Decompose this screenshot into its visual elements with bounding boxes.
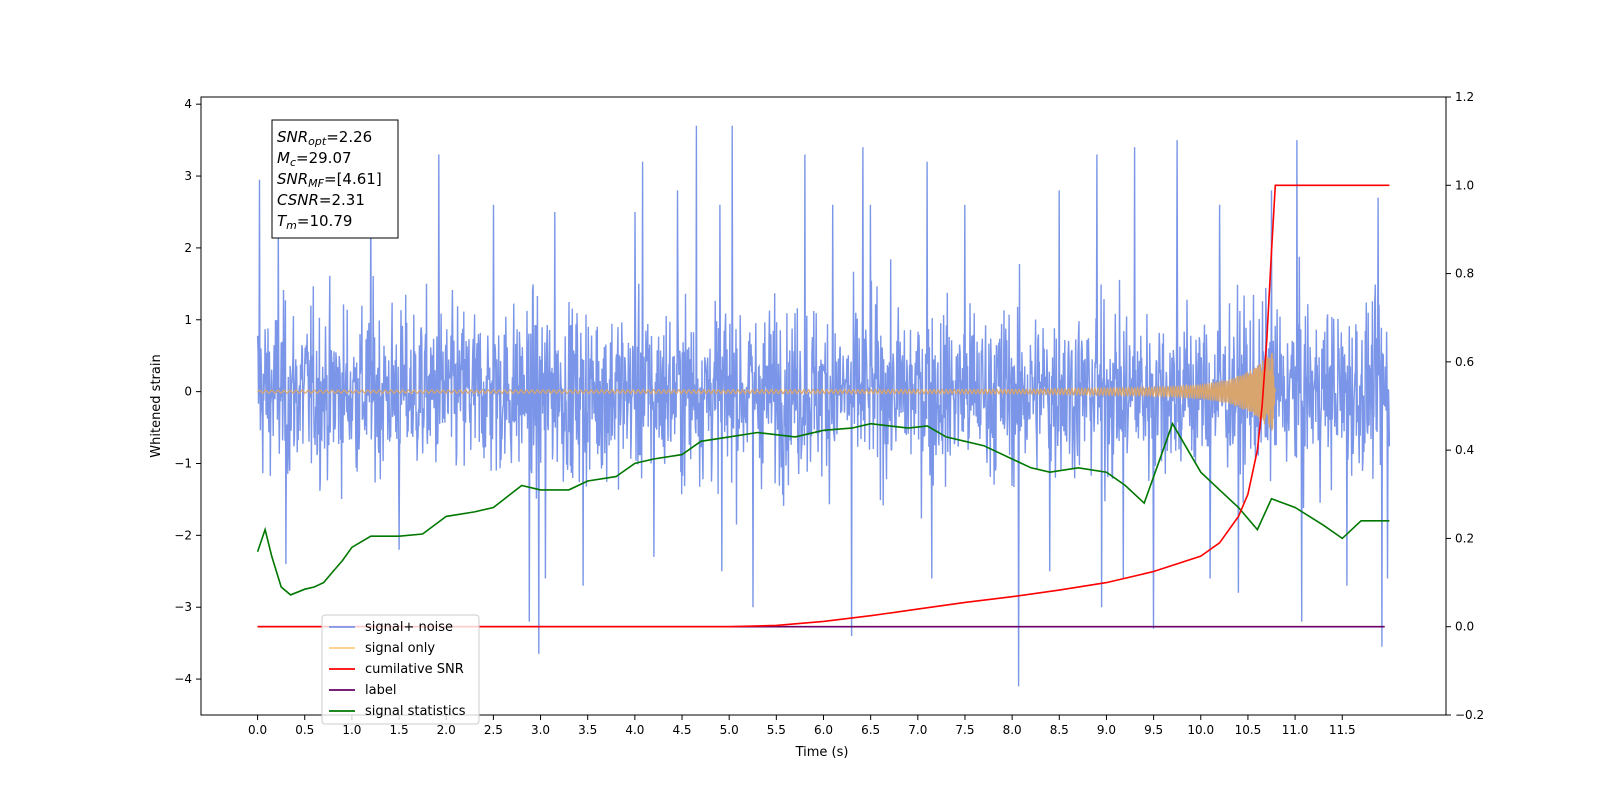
x-tick-label: 11.5	[1329, 723, 1356, 737]
x-tick-label: 1.5	[390, 723, 409, 737]
annotation-line: Mc=29.07	[277, 149, 352, 169]
annotation-symbol: T	[277, 212, 288, 230]
y2-tick-label: 0.0	[1455, 620, 1474, 634]
annotation-subscript: c	[290, 156, 296, 169]
legend-label: signal statistics	[365, 704, 466, 719]
y-axis-left: 4 3 2 1 0 −1 −2 −3 −4	[174, 97, 201, 686]
y-tick-label: 4	[184, 97, 192, 111]
x-axis: 0.0 0.5 1.0 1.5 2.0 2.5 3.0 3.5 4.0 4.5 5.0 5.5 6.0 6…	[248, 715, 1356, 737]
y2-tick-label: −0.2	[1455, 708, 1484, 722]
annotation-line: Tm=10.79	[277, 212, 352, 232]
y-axis-label: Whitened strain	[149, 354, 164, 457]
series-signal-only-line	[257, 352, 1276, 431]
y2-tick-label: 1.0	[1455, 178, 1474, 192]
x-tick-label: 10.0	[1187, 723, 1214, 737]
y2-tick-label: 1.2	[1455, 90, 1474, 104]
x-tick-label: 6.5	[861, 723, 880, 737]
y-tick-label: −3	[174, 600, 192, 614]
x-tick-label: 3.0	[531, 723, 550, 737]
series-cumilative-snr-line	[257, 184, 1390, 628]
x-tick-label: 1.0	[342, 723, 361, 737]
annotation-value: =2.26	[326, 128, 372, 146]
annotation-line: SNRopt=2.26	[277, 128, 372, 148]
annotation-symbol: M	[277, 149, 290, 167]
legend-label: label	[365, 683, 396, 698]
x-tick-label: 11.0	[1282, 723, 1309, 737]
x-tick-label: 4.0	[625, 723, 644, 737]
legend-frame	[321, 614, 480, 725]
x-tick-label: 2.0	[437, 723, 456, 737]
x-tick-label: 8.5	[1050, 723, 1069, 737]
x-tick-label: 5.5	[767, 723, 786, 737]
x-tick-label: 5.0	[720, 723, 739, 737]
annotation-value: =10.79	[297, 212, 353, 230]
x-tick-label: 9.0	[1097, 723, 1116, 737]
series-signal-noise-line	[256, 125, 1391, 687]
legend-label: cumilative SNR	[365, 662, 464, 677]
annotation-line: CSNR=2.31	[277, 191, 365, 209]
y2-tick-label: 0.8	[1455, 267, 1474, 281]
y-tick-label: −2	[174, 528, 192, 542]
x-axis-label: Time (s)	[795, 745, 849, 760]
x-tick-label: 7.0	[908, 723, 927, 737]
annotation-symbol: SNR	[277, 170, 308, 188]
legend: signal+ noise signal only cumilative SNR la…	[321, 614, 480, 725]
y-axis-right: 1.2 1.0 0.8 0.6 0.4 0.2 0.0 −0.2	[1446, 90, 1484, 722]
y2-tick-label: 0.4	[1455, 443, 1474, 457]
x-tick-label: 8.0	[1003, 723, 1022, 737]
legend-label: signal only	[365, 641, 435, 656]
annotation-line: SNRMF=[4.61]	[277, 170, 382, 190]
y-tick-label: 3	[184, 169, 192, 183]
annotation-box: SNRopt=2.26Mc=29.07SNRMF=[4.61]CSNR=2.31…	[271, 119, 399, 239]
y-tick-label: 2	[184, 241, 192, 255]
annotation-subscript: MF	[308, 177, 324, 190]
annotation-symbol: SNR	[277, 128, 308, 146]
annotation-value: =2.31	[319, 191, 365, 209]
x-tick-label: 6.0	[814, 723, 833, 737]
y-tick-label: 1	[184, 313, 192, 327]
x-tick-label: 7.5	[955, 723, 974, 737]
annotation-value: =29.07	[296, 149, 352, 167]
x-tick-label: 0.0	[248, 723, 267, 737]
y-tick-label: 0	[184, 385, 192, 399]
annotation-symbol: CSNR	[277, 191, 319, 209]
x-tick-label: 2.5	[484, 723, 503, 737]
x-tick-label: 9.5	[1144, 723, 1163, 737]
annotation-value: =[4.61]	[324, 170, 382, 188]
y2-tick-label: 0.2	[1455, 531, 1474, 545]
x-tick-label: 0.5	[295, 723, 314, 737]
series-layer	[256, 125, 1391, 687]
series-signal-statistics-line	[256, 421, 1390, 596]
annotation-frame	[271, 119, 399, 239]
x-tick-label: 4.5	[672, 723, 691, 737]
y-tick-label: −4	[174, 672, 192, 686]
x-tick-label: 3.5	[578, 723, 597, 737]
y-tick-label: −1	[174, 456, 192, 470]
annotation-subscript: m	[286, 219, 297, 232]
x-tick-label: 10.5	[1235, 723, 1262, 737]
y2-tick-label: 0.6	[1455, 355, 1474, 369]
legend-label: signal+ noise	[365, 620, 453, 635]
annotation-subscript: opt	[308, 135, 327, 148]
